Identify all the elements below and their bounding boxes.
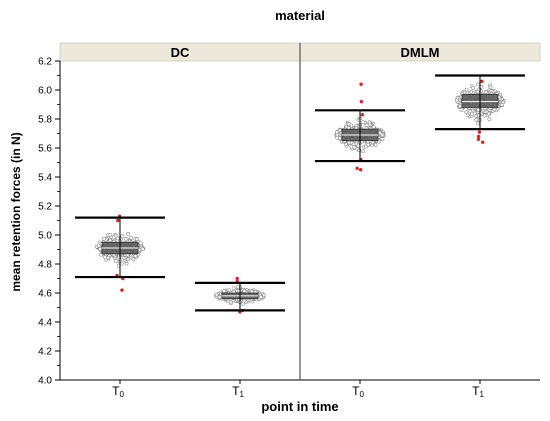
data-point [124, 236, 129, 241]
y-tick-label: 5.8 [38, 115, 52, 126]
data-point [347, 140, 352, 145]
data-point [138, 241, 143, 246]
data-point [488, 85, 493, 90]
outlier-point [359, 99, 364, 104]
y-tick-label: 4.8 [38, 260, 52, 271]
outlier-point [480, 79, 484, 84]
data-point [364, 123, 369, 128]
outlier-point [477, 130, 482, 134]
data-point [349, 123, 354, 128]
data-point [483, 90, 488, 94]
data-point [98, 247, 103, 252]
data-point [474, 117, 479, 122]
data-point [363, 144, 368, 149]
x-axis-label: point in time [261, 399, 338, 414]
data-point [140, 246, 145, 251]
outlier-point [360, 113, 365, 117]
data-point [459, 108, 464, 113]
data-point [454, 98, 459, 103]
data-point [373, 143, 378, 147]
data-point [222, 289, 227, 294]
x-tick-label: T1 [232, 384, 244, 399]
data-point [492, 107, 497, 112]
data-point [242, 289, 247, 293]
data-point [128, 235, 133, 240]
outlier-point [481, 140, 485, 144]
x-tick-label: T0 [112, 384, 124, 399]
data-point [361, 120, 366, 125]
data-point [471, 85, 476, 90]
data-point [474, 114, 478, 118]
outlier-point [359, 82, 363, 86]
y-tick-label: 4.0 [38, 376, 52, 387]
data-point [120, 234, 125, 239]
outlier-point [476, 137, 481, 141]
data-point [500, 102, 505, 107]
data-point [96, 243, 101, 248]
data-point [106, 255, 111, 260]
data-point [371, 125, 376, 130]
y-tick-label: 6.2 [38, 57, 52, 68]
data-point [131, 257, 136, 262]
data-point [476, 121, 480, 126]
box-plots [75, 74, 525, 312]
data-point [113, 233, 118, 238]
data-point [115, 236, 120, 241]
data-point [103, 255, 108, 260]
data-point [465, 113, 470, 118]
data-point [337, 128, 342, 133]
data-point [235, 285, 240, 290]
y-tick-label: 4.2 [38, 347, 52, 358]
data-point [486, 111, 491, 116]
axes: 4.0 4.2 4.4 4.6 4.8 5.0 5.2 5.4 5.6 5.8 6.0 6.2 T0 T1… [38, 43, 540, 399]
data-point [231, 286, 236, 291]
data-point [133, 253, 138, 258]
data-point [335, 130, 340, 135]
y-axis-label: mean retention forces (in N) [9, 132, 23, 291]
data-point [367, 122, 372, 127]
data-point [108, 233, 113, 237]
data-point [469, 90, 474, 94]
data-point [487, 117, 492, 122]
y-tick-label: 5.2 [38, 202, 52, 213]
facet-title: material [275, 8, 325, 23]
data-point [258, 295, 263, 299]
outlier-point [120, 288, 124, 292]
data-point [352, 145, 357, 150]
data-point [380, 132, 385, 137]
data-point [242, 298, 247, 303]
y-tick-label: 6.0 [38, 86, 52, 97]
data-point [126, 231, 131, 236]
data-point [102, 236, 107, 241]
outlier-point [359, 168, 363, 172]
y-tick-label: 5.6 [38, 144, 52, 155]
y-tick-label: 5.4 [38, 173, 52, 184]
data-point [476, 82, 480, 87]
outlier-point [355, 166, 359, 170]
y-tick-label: 4.4 [38, 318, 52, 329]
data-point [360, 149, 365, 154]
outlier-point [235, 276, 239, 281]
y-tick-label: 4.6 [38, 289, 52, 300]
x-tick-label: T0 [352, 384, 364, 399]
data-point [114, 259, 118, 264]
data-point [226, 288, 231, 293]
facet-label-dmlm: DMLM [401, 45, 440, 60]
outlier-point [116, 218, 120, 223]
data-point [241, 301, 246, 306]
data-point [482, 113, 487, 118]
outlier-point [476, 134, 481, 139]
data-point [470, 111, 474, 116]
x-tick-label: T1 [472, 384, 484, 399]
y-tick-label: 5.0 [38, 231, 52, 242]
facet-strips: DC DMLM [59, 42, 541, 62]
data-point [126, 257, 131, 262]
data-point [464, 87, 469, 92]
facet-label-dc: DC [171, 45, 190, 60]
